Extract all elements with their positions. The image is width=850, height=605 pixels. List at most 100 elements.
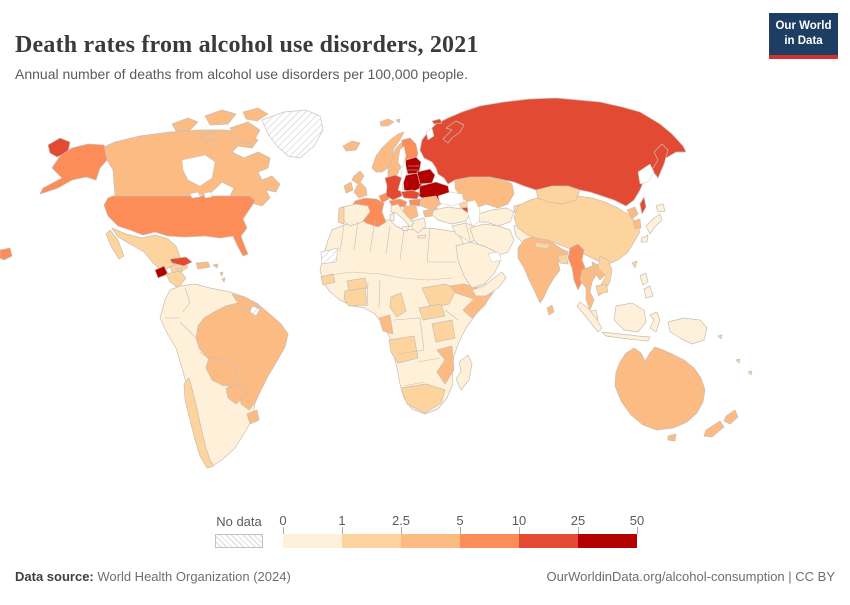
country-borneo[interactable] <box>613 302 647 333</box>
country-hispaniola[interactable] <box>195 261 211 270</box>
legend-segment[interactable] <box>578 534 637 548</box>
legend-tick-label: 50 <box>629 513 645 528</box>
country-norway[interactable] <box>371 131 405 173</box>
country-nepal[interactable] <box>534 241 551 250</box>
country-philippines[interactable] <box>639 272 654 299</box>
country-north-korea[interactable] <box>626 206 639 220</box>
country-romania[interactable] <box>420 195 442 211</box>
country-japan[interactable] <box>640 203 666 243</box>
country-mozambique[interactable] <box>436 345 455 385</box>
legend-tick-mark <box>401 527 402 534</box>
country-belarus[interactable] <box>416 168 436 185</box>
country-franz-josef-land[interactable] <box>431 118 443 125</box>
country-ivory-coast-ghana[interactable] <box>343 287 368 307</box>
country-tanzania[interactable] <box>431 319 456 343</box>
country-burkina-faso[interactable] <box>346 277 368 292</box>
country-bolivia[interactable] <box>205 356 239 387</box>
country-ireland[interactable] <box>343 181 354 194</box>
country-tasmania[interactable] <box>667 433 677 442</box>
country-chile[interactable] <box>183 377 215 469</box>
country-taiwan[interactable] <box>631 260 638 269</box>
country-angola[interactable] <box>388 335 419 364</box>
country-italy[interactable] <box>390 203 415 228</box>
country-sumatra[interactable] <box>576 301 603 333</box>
legend-segment[interactable] <box>283 534 342 548</box>
country-gabon-congo[interactable] <box>378 314 394 335</box>
country-south-korea[interactable] <box>632 218 642 230</box>
owid-logo-box: Our World in Data <box>769 13 838 55</box>
country-western-sahara[interactable] <box>320 247 339 265</box>
country-alaska[interactable] <box>39 143 108 195</box>
legend-tick-label: 2.5 <box>391 513 411 528</box>
country-baffin-island[interactable] <box>229 121 261 145</box>
country-united-kingdom[interactable] <box>351 170 368 199</box>
country-new-guinea[interactable] <box>667 317 708 345</box>
country-china[interactable] <box>513 193 641 265</box>
country-czechia-slovakia[interactable] <box>400 189 421 200</box>
country-south-sudan[interactable] <box>418 303 446 321</box>
legend-no-data-label: No data <box>216 514 262 529</box>
legend-tick-label: 25 <box>570 513 586 528</box>
legend-segment[interactable] <box>401 534 460 548</box>
caspian-sea-water <box>466 199 481 227</box>
legend-tick-mark <box>460 527 461 534</box>
country-novaya-zemlya[interactable] <box>442 120 465 144</box>
country-sulawesi[interactable] <box>649 311 661 333</box>
baltic-sea-water <box>397 159 408 193</box>
country-germany[interactable] <box>384 174 403 201</box>
country-cambodia[interactable] <box>595 283 609 295</box>
country-cameroon[interactable] <box>389 292 407 318</box>
country-russia[interactable] <box>419 97 687 207</box>
country-lesser-antilles[interactable] <box>219 271 226 283</box>
country-russia-kamchatka[interactable] <box>651 143 669 179</box>
data-source-note: Data source: World Health Organization (… <box>15 569 291 584</box>
country-bangladesh[interactable] <box>557 253 569 265</box>
country-paraguay[interactable] <box>225 384 247 405</box>
country-uruguay[interactable] <box>246 409 260 425</box>
country-turkey[interactable] <box>431 206 471 225</box>
country-ethiopia[interactable] <box>421 283 457 309</box>
country-cuba[interactable] <box>169 256 193 267</box>
country-new-zealand[interactable] <box>703 409 739 438</box>
country-mongolia[interactable] <box>535 185 581 205</box>
legend-tick-label: 0 <box>279 513 287 528</box>
country-sri-lanka[interactable] <box>546 304 555 316</box>
country-crete[interactable] <box>417 234 427 239</box>
country-jamaica[interactable] <box>175 267 183 273</box>
credit-link[interactable]: OurWorldinData.org/alcohol-consumption |… <box>546 569 835 584</box>
legend-tick-mark <box>342 527 343 534</box>
country-south-africa[interactable] <box>400 383 446 414</box>
country-hungary[interactable] <box>408 198 422 207</box>
country-usa[interactable] <box>103 195 256 257</box>
legend-segment[interactable] <box>519 534 578 548</box>
country-sicily[interactable] <box>401 225 410 232</box>
country-saudi-arabia[interactable] <box>455 241 501 289</box>
legend-no-data-swatch[interactable] <box>215 534 263 548</box>
country-puerto-rico[interactable] <box>212 263 219 269</box>
country-pacific-islands[interactable] <box>717 334 753 376</box>
country-sardinia[interactable] <box>389 212 395 222</box>
country-baja-california[interactable] <box>105 229 125 260</box>
country-uzbekistan-turkmenistan[interactable] <box>477 207 515 227</box>
country-russia-sakhalin[interactable] <box>639 196 647 215</box>
country-canada-arctic-islands[interactable] <box>171 107 269 143</box>
country-portugal[interactable] <box>337 206 345 225</box>
country-svalbard[interactable] <box>379 118 401 127</box>
country-madagascar[interactable] <box>455 354 473 391</box>
owid-logo-accent-bar <box>769 54 838 59</box>
country-french-guiana[interactable] <box>249 305 261 317</box>
owid-logo[interactable]: Our World in Data <box>769 13 838 59</box>
legend-segment[interactable] <box>342 534 401 548</box>
country-australia[interactable] <box>614 346 706 431</box>
country-borders <box>165 165 471 387</box>
legend-segment[interactable] <box>460 534 519 548</box>
country-yemen-oman[interactable] <box>471 271 507 297</box>
country-honduras-nicaragua[interactable] <box>165 270 187 289</box>
country-left-edge-fragment[interactable] <box>0 247 13 261</box>
country-java[interactable] <box>601 331 651 342</box>
country-greece[interactable] <box>411 217 427 234</box>
country-greenland[interactable] <box>261 109 324 159</box>
country-iceland[interactable] <box>342 140 361 152</box>
legend-color-bar <box>283 534 637 548</box>
